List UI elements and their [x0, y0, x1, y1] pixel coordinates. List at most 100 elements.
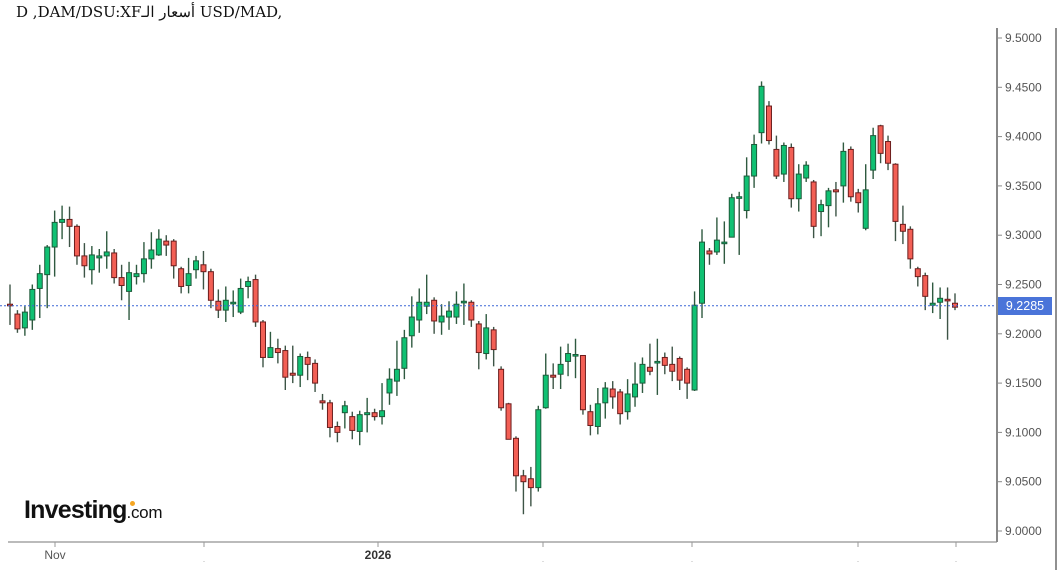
investing-logo[interactable]: Investing.com: [24, 496, 162, 525]
candle[interactable]: [170, 239, 177, 279]
candle[interactable]: [356, 410, 363, 446]
candle[interactable]: [193, 255, 200, 279]
candle[interactable]: [899, 205, 906, 245]
candle[interactable]: [140, 242, 147, 283]
candle[interactable]: [259, 319, 266, 368]
candle[interactable]: [818, 199, 825, 237]
candle[interactable]: [178, 266, 185, 294]
candle[interactable]: [393, 340, 400, 396]
candle[interactable]: [14, 310, 21, 333]
candle[interactable]: [222, 286, 229, 322]
candle[interactable]: [639, 357, 646, 393]
candle[interactable]: [594, 388, 601, 435]
candle[interactable]: [944, 287, 951, 340]
candle[interactable]: [453, 291, 460, 324]
candle[interactable]: [929, 282, 936, 314]
candle[interactable]: [423, 274, 430, 315]
candle[interactable]: [133, 264, 140, 285]
candle[interactable]: [602, 382, 609, 419]
candle[interactable]: [565, 343, 572, 377]
candle[interactable]: [713, 217, 720, 255]
candle[interactable]: [401, 329, 408, 380]
candle[interactable]: [379, 383, 386, 425]
candle[interactable]: [669, 346, 676, 382]
candle[interactable]: [215, 289, 222, 319]
candle[interactable]: [468, 300, 475, 327]
candle[interactable]: [111, 249, 118, 284]
candle[interactable]: [252, 274, 259, 327]
candle[interactable]: [788, 143, 795, 208]
candle[interactable]: [654, 338, 661, 395]
candle[interactable]: [185, 257, 192, 294]
candle[interactable]: [624, 379, 631, 420]
candle[interactable]: [126, 261, 133, 320]
candle[interactable]: [870, 127, 877, 179]
candle[interactable]: [51, 210, 58, 277]
candle[interactable]: [96, 249, 103, 273]
candle[interactable]: [282, 345, 289, 391]
candle[interactable]: [892, 163, 899, 242]
candle[interactable]: [341, 400, 348, 429]
candle[interactable]: [512, 436, 519, 492]
candle[interactable]: [579, 354, 586, 415]
candle[interactable]: [155, 229, 162, 256]
candle[interactable]: [676, 356, 683, 391]
candle[interactable]: [59, 205, 66, 240]
candle[interactable]: [267, 331, 274, 358]
candle[interactable]: [274, 338, 281, 364]
candle[interactable]: [773, 135, 780, 179]
candle[interactable]: [721, 221, 728, 264]
candle[interactable]: [103, 231, 110, 269]
candle[interactable]: [88, 246, 95, 285]
candle[interactable]: [416, 288, 423, 333]
candle[interactable]: [118, 264, 125, 301]
candle[interactable]: [795, 164, 802, 212]
candle[interactable]: [550, 363, 557, 390]
candle[interactable]: [743, 157, 750, 219]
candle[interactable]: [44, 245, 51, 309]
candle[interactable]: [855, 188, 862, 213]
candle[interactable]: [29, 284, 36, 330]
candle[interactable]: [245, 276, 252, 299]
candle[interactable]: [832, 181, 839, 217]
candle[interactable]: [691, 291, 698, 391]
candle[interactable]: [527, 466, 534, 507]
candle[interactable]: [148, 232, 155, 269]
candle[interactable]: [207, 268, 214, 309]
candle[interactable]: [505, 402, 512, 440]
candle[interactable]: [862, 164, 869, 231]
candle[interactable]: [81, 243, 88, 278]
candle[interactable]: [646, 343, 653, 376]
candle[interactable]: [237, 278, 244, 315]
candle[interactable]: [736, 191, 743, 255]
candle[interactable]: [364, 397, 371, 433]
candle[interactable]: [877, 124, 884, 164]
candle[interactable]: [386, 368, 393, 405]
candle[interactable]: [289, 345, 296, 384]
candle[interactable]: [498, 366, 505, 411]
candle[interactable]: [483, 314, 490, 360]
candle[interactable]: [937, 287, 944, 320]
candle[interactable]: [840, 142, 847, 203]
candle[interactable]: [431, 297, 438, 334]
candle[interactable]: [304, 351, 311, 381]
candle[interactable]: [408, 296, 415, 348]
candle[interactable]: [163, 235, 170, 256]
candle[interactable]: [572, 338, 579, 379]
candle[interactable]: [297, 353, 304, 388]
candle[interactable]: [699, 229, 706, 319]
candle[interactable]: [751, 134, 758, 188]
candle[interactable]: [490, 326, 497, 367]
candle[interactable]: [914, 266, 921, 287]
candle[interactable]: [952, 293, 958, 311]
candle[interactable]: [609, 381, 616, 409]
candle[interactable]: [542, 353, 549, 409]
candle[interactable]: [319, 393, 326, 410]
candle[interactable]: [200, 250, 207, 290]
candle[interactable]: [36, 264, 43, 319]
candle[interactable]: [780, 142, 787, 182]
candle[interactable]: [326, 399, 333, 438]
candle[interactable]: [557, 346, 564, 390]
candle[interactable]: [371, 408, 378, 421]
